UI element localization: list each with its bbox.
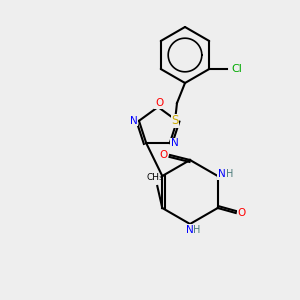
Text: H: H bbox=[226, 169, 233, 179]
Text: N: N bbox=[218, 169, 226, 179]
Text: S: S bbox=[171, 115, 179, 128]
Text: Cl: Cl bbox=[232, 64, 243, 74]
Text: O: O bbox=[238, 208, 246, 218]
Text: CH₃: CH₃ bbox=[147, 173, 164, 182]
Text: O: O bbox=[159, 150, 167, 160]
Text: H: H bbox=[193, 225, 201, 235]
Text: N: N bbox=[186, 225, 194, 235]
Text: N: N bbox=[171, 138, 178, 148]
Text: N: N bbox=[130, 116, 138, 126]
Text: O: O bbox=[155, 98, 163, 108]
